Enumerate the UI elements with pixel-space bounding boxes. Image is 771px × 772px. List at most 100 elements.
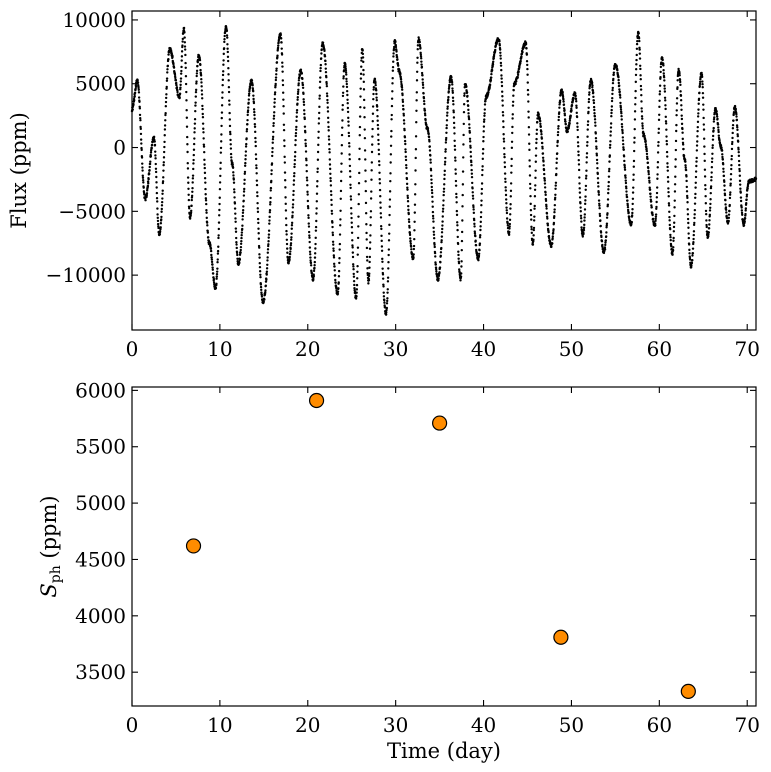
data-point xyxy=(142,186,145,189)
data-point xyxy=(679,94,683,97)
data-point xyxy=(470,172,474,175)
data-point xyxy=(305,179,309,182)
data-point xyxy=(341,108,344,111)
data-point xyxy=(448,80,452,84)
data-point xyxy=(306,190,309,194)
data-point xyxy=(215,282,218,286)
data-point xyxy=(249,83,252,87)
data-point xyxy=(723,188,726,192)
data-point xyxy=(533,207,536,210)
data-point xyxy=(645,155,649,158)
data-point xyxy=(350,216,353,220)
data-point xyxy=(478,242,482,245)
data-point xyxy=(645,147,648,151)
data-point xyxy=(375,98,378,102)
data-point xyxy=(529,194,532,198)
data-point xyxy=(378,182,382,185)
data-point xyxy=(295,115,298,118)
data-point xyxy=(257,237,261,240)
data-point xyxy=(725,211,728,214)
data-point xyxy=(462,110,466,114)
data-point xyxy=(718,139,721,142)
data-point xyxy=(257,221,260,225)
data-point xyxy=(480,192,483,195)
data-point xyxy=(350,231,354,234)
data-point xyxy=(616,69,619,72)
data-point xyxy=(351,246,354,249)
data-point xyxy=(416,44,420,47)
data-point xyxy=(414,169,417,172)
data-point xyxy=(244,150,248,153)
data-point xyxy=(655,196,659,199)
data-point xyxy=(182,26,186,30)
data-point xyxy=(304,144,308,148)
data-point xyxy=(203,177,207,180)
data-point xyxy=(626,205,630,209)
data-point xyxy=(450,76,453,79)
data-point xyxy=(346,102,349,105)
data-point xyxy=(457,261,461,265)
data-point xyxy=(682,147,685,151)
data-point xyxy=(673,206,676,209)
data-point xyxy=(562,103,566,106)
data-point xyxy=(255,179,259,182)
data-point xyxy=(598,207,601,210)
data-point xyxy=(279,33,282,37)
data-point xyxy=(260,291,263,294)
data-point xyxy=(444,138,448,142)
data-point xyxy=(452,116,456,119)
data-point xyxy=(218,208,221,212)
data-point xyxy=(379,216,383,219)
data-point xyxy=(275,61,279,64)
data-point xyxy=(369,241,372,244)
data-point xyxy=(577,145,580,148)
data-point xyxy=(246,109,250,112)
data-point xyxy=(632,186,635,189)
data-point xyxy=(593,108,596,112)
data-point xyxy=(339,197,342,200)
data-point xyxy=(231,163,234,166)
data-point xyxy=(702,128,706,131)
data-point xyxy=(510,146,514,150)
data-point xyxy=(694,196,697,199)
data-point xyxy=(463,92,466,95)
data-point xyxy=(649,192,652,195)
data-point xyxy=(264,284,268,287)
data-point xyxy=(136,81,140,84)
data-point xyxy=(290,227,293,230)
data-point xyxy=(357,193,361,196)
data-point xyxy=(200,78,203,81)
data-point xyxy=(502,140,506,143)
data-point xyxy=(365,223,368,226)
data-point xyxy=(709,206,712,209)
data-point xyxy=(273,93,277,96)
data-point xyxy=(140,142,143,145)
data-point xyxy=(688,248,691,252)
data-point xyxy=(386,297,389,300)
data-point xyxy=(252,90,255,93)
data-point xyxy=(441,220,444,223)
data-point xyxy=(671,253,674,256)
data-point xyxy=(698,80,702,84)
data-point xyxy=(147,182,150,185)
data-point xyxy=(164,105,168,108)
data-point xyxy=(501,104,504,107)
data-point xyxy=(138,107,142,110)
data-point xyxy=(605,231,608,234)
data-point xyxy=(701,91,705,95)
data-point xyxy=(218,214,221,217)
data-point xyxy=(380,227,383,231)
data-point xyxy=(475,251,479,255)
data-point xyxy=(465,85,468,88)
data-point xyxy=(201,107,204,111)
data-point xyxy=(482,125,486,128)
data-point xyxy=(599,219,602,222)
data-point xyxy=(517,70,520,73)
data-point xyxy=(542,164,545,167)
data-point xyxy=(194,90,198,94)
data-point xyxy=(384,313,388,316)
data-point xyxy=(259,285,263,289)
data-point xyxy=(640,93,643,97)
data-point xyxy=(358,133,361,137)
data-point xyxy=(391,82,394,85)
